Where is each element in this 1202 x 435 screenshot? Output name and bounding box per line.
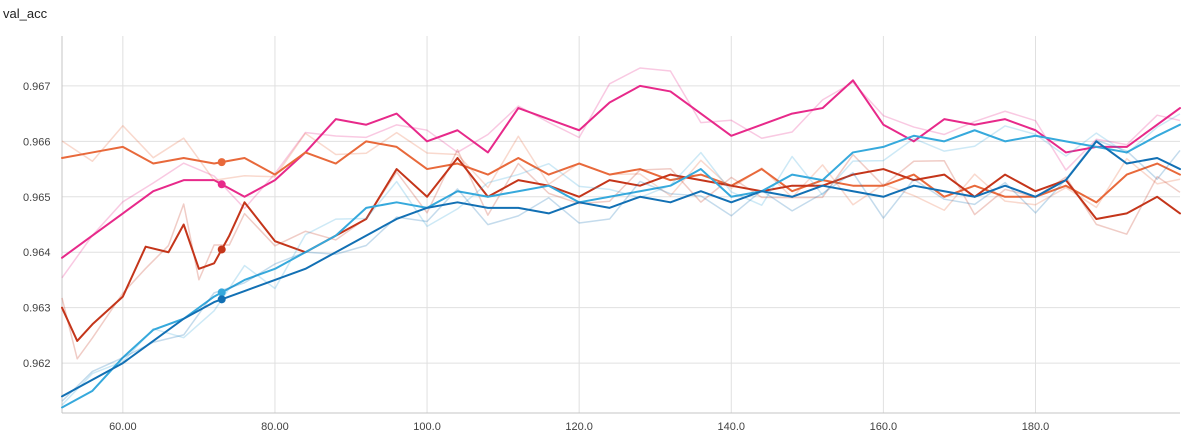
x-tick-label: 100.0	[413, 421, 441, 433]
series-line	[61, 140, 1181, 204]
series-hover-point	[217, 288, 226, 297]
series-hover-point	[217, 180, 226, 189]
y-tick-label: 0.966	[23, 136, 51, 148]
x-tick-label: 180.0	[1022, 421, 1050, 433]
x-tick-label: 80.00	[261, 421, 289, 433]
series-hover-point	[217, 245, 226, 254]
series-raw-line	[61, 139, 1181, 402]
axes	[61, 36, 1180, 414]
x-axis-ticks: 60.00 80.00 100.0 120.0 140.0 160.0 180.0	[109, 421, 1049, 433]
x-tick-label: 120.0	[565, 421, 593, 433]
series-hover-point	[217, 295, 226, 304]
series-raw-line	[61, 67, 1181, 279]
y-tick-label: 0.967	[23, 81, 51, 93]
y-tick-label: 0.964	[23, 247, 51, 259]
y-tick-label: 0.963	[23, 303, 51, 315]
series-line	[61, 123, 1181, 409]
x-tick-label: 160.0	[870, 421, 898, 433]
series-line	[61, 79, 1181, 259]
y-tick-label: 0.965	[23, 192, 51, 204]
x-tick-label: 60.00	[109, 421, 137, 433]
series-raw-line	[61, 149, 1181, 360]
hover-markers	[217, 158, 226, 304]
grid	[62, 36, 1180, 413]
y-axis-ticks: 0.962 0.963 0.964 0.965 0.966 0.967	[23, 81, 51, 370]
series-raw-line	[61, 113, 1181, 406]
chart-title: val_acc	[3, 6, 48, 21]
series-raw-line	[61, 124, 1181, 211]
y-tick-label: 0.962	[23, 358, 51, 370]
series-line	[61, 156, 1181, 342]
series-layer	[61, 67, 1181, 409]
series-line	[61, 140, 1181, 398]
series-hover-point	[217, 158, 226, 167]
x-tick-label: 140.0	[718, 421, 746, 433]
